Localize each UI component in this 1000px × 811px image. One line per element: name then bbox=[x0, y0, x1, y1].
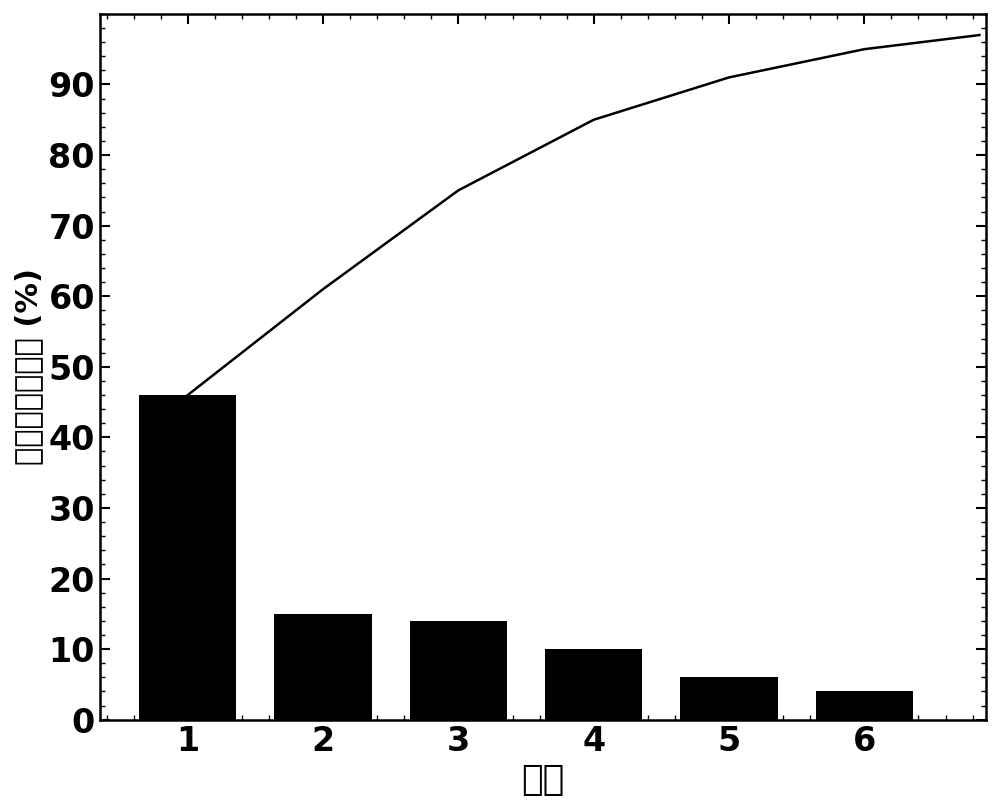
Bar bbox=[816, 692, 913, 719]
Bar bbox=[680, 677, 778, 719]
Y-axis label: 累计主元贡献率 (%): 累计主元贡献率 (%) bbox=[14, 268, 43, 466]
Bar bbox=[274, 614, 372, 719]
Bar bbox=[410, 621, 507, 719]
Bar bbox=[139, 395, 236, 719]
Bar bbox=[545, 649, 642, 719]
X-axis label: 主元: 主元 bbox=[521, 763, 565, 797]
